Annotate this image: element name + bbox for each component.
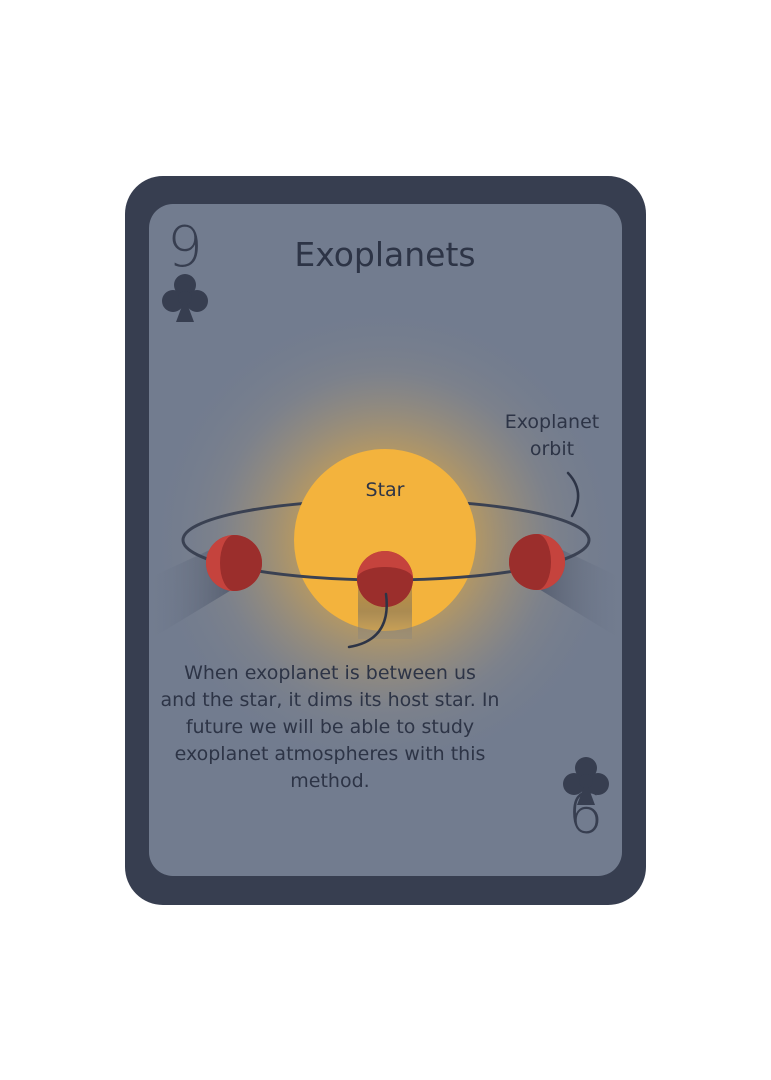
caption-line: When exoplanet is between us: [184, 662, 476, 684]
caption-line: exoplanet atmospheres with this: [175, 743, 486, 765]
orbit-label-line1: Exoplanet: [505, 411, 599, 433]
center-planet: [357, 551, 413, 607]
planet-callout-line: [347, 592, 388, 649]
orbit-label-line2: orbit: [530, 438, 574, 460]
caption-line: method.: [290, 770, 369, 792]
star: [294, 449, 476, 631]
right-planet: [509, 534, 565, 590]
corner-rank-top: 9: [167, 215, 203, 280]
orbit-callout-line: [566, 471, 580, 518]
star-label: Star: [366, 479, 405, 501]
left-planet: [206, 535, 262, 591]
card-title: Exoplanets: [294, 235, 475, 274]
caption-line: future we will be able to study: [186, 716, 474, 738]
caption-line: and the star, it dims its host star. In: [161, 689, 500, 711]
club-icon: [162, 274, 208, 322]
club-icon: [563, 757, 609, 805]
